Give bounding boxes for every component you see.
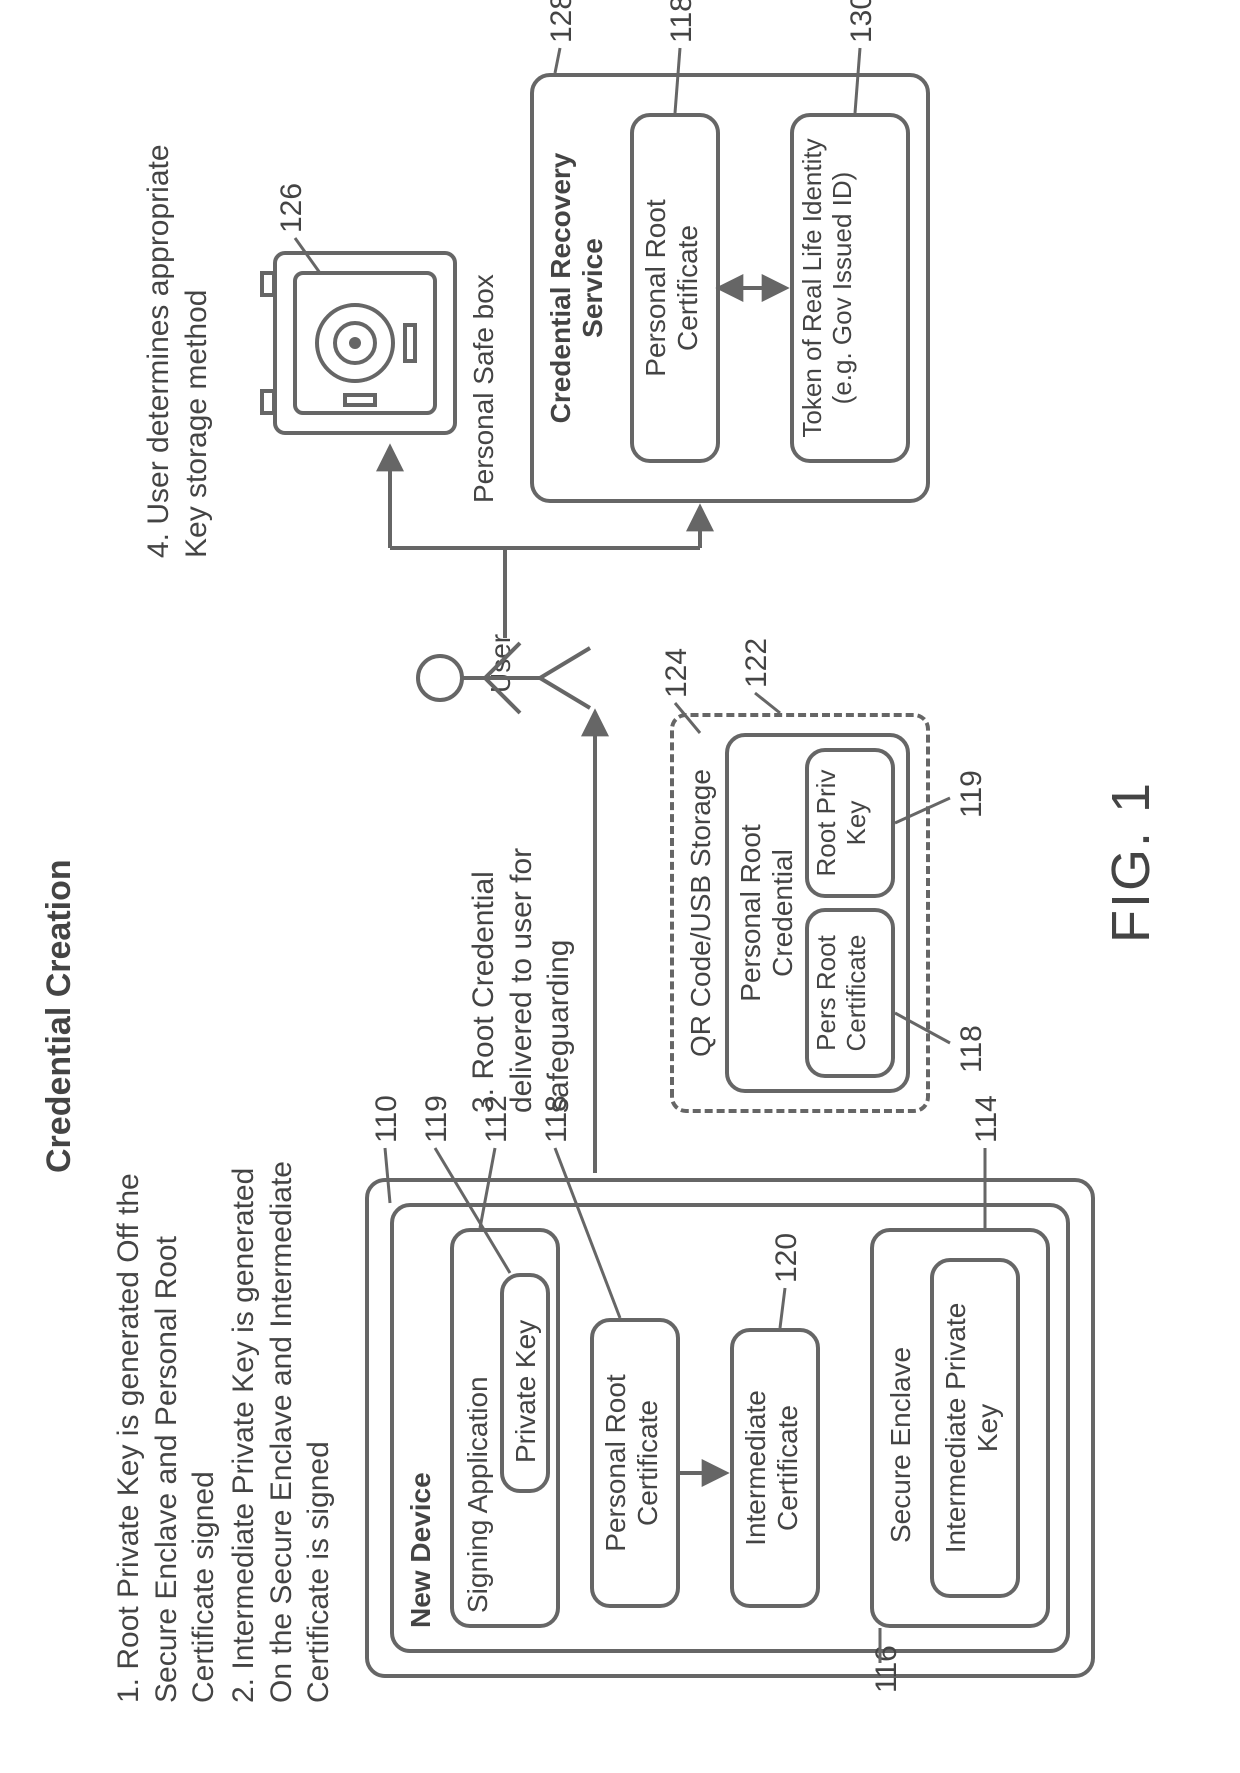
- step-4-text: 4. User determines appropriate Key stora…: [140, 138, 215, 558]
- figure-label: FIG. 1: [1100, 781, 1162, 943]
- secure-enclave-label: Secure Enclave: [885, 1347, 917, 1543]
- ref-130: 130: [845, 0, 879, 43]
- ref-122: 122: [740, 638, 774, 688]
- diagram-title: Credential Creation: [40, 859, 79, 1173]
- personal-root-cert-label: Personal Root Certificate: [600, 1343, 664, 1583]
- intermediate-priv-key-label: Intermediate Private Key: [940, 1288, 1004, 1568]
- ref-116: 116: [870, 1645, 904, 1693]
- safe-box-icon: [262, 253, 455, 433]
- ref-110: 110: [370, 1095, 404, 1143]
- ref-118c: 118: [665, 0, 699, 43]
- ref-124a: 124: [660, 648, 694, 698]
- ref-128: 128: [545, 0, 579, 43]
- crs-label: Credential Recovery Service: [545, 123, 609, 453]
- user-label: User: [485, 634, 517, 693]
- ref-120: 120: [770, 1233, 804, 1283]
- root-priv-key-label: Root Priv Key: [812, 758, 872, 888]
- ref-119a: 119: [420, 1095, 454, 1143]
- crs-prc-label: Personal Root Certificate: [640, 148, 704, 428]
- ref-118a: 118: [540, 1095, 574, 1143]
- signing-app-label: Signing Application: [462, 1376, 494, 1613]
- token-label: Token of Real Life Identity (e.g. Gov Is…: [798, 123, 858, 453]
- ref-119b: 119: [955, 770, 989, 818]
- ref-126: 126: [275, 183, 309, 233]
- step-3-text: 3. Root Credential delivered to user for…: [465, 743, 578, 1113]
- step-1-text: 1. Root Private Key is generated Off the…: [110, 1143, 223, 1703]
- ref-114: 114: [970, 1095, 1004, 1143]
- intermediate-cert-label: Intermediate Certificate: [740, 1348, 804, 1588]
- safe-box-label: Personal Safe box: [468, 274, 500, 503]
- prc-small-label: Pers Root Certificate: [812, 913, 872, 1073]
- step-2-text: 2. Intermediate Private Key is generated…: [225, 1143, 338, 1703]
- personal-root-cred-label: Personal Root Credential: [735, 793, 799, 1033]
- private-key-label: Private Key: [510, 1320, 542, 1463]
- ref-112: 112: [480, 1095, 514, 1143]
- new-device-label: New Device: [405, 1472, 437, 1628]
- qr-usb-label: QR Code/USB Storage: [685, 753, 717, 1073]
- ref-118b: 118: [955, 1025, 989, 1073]
